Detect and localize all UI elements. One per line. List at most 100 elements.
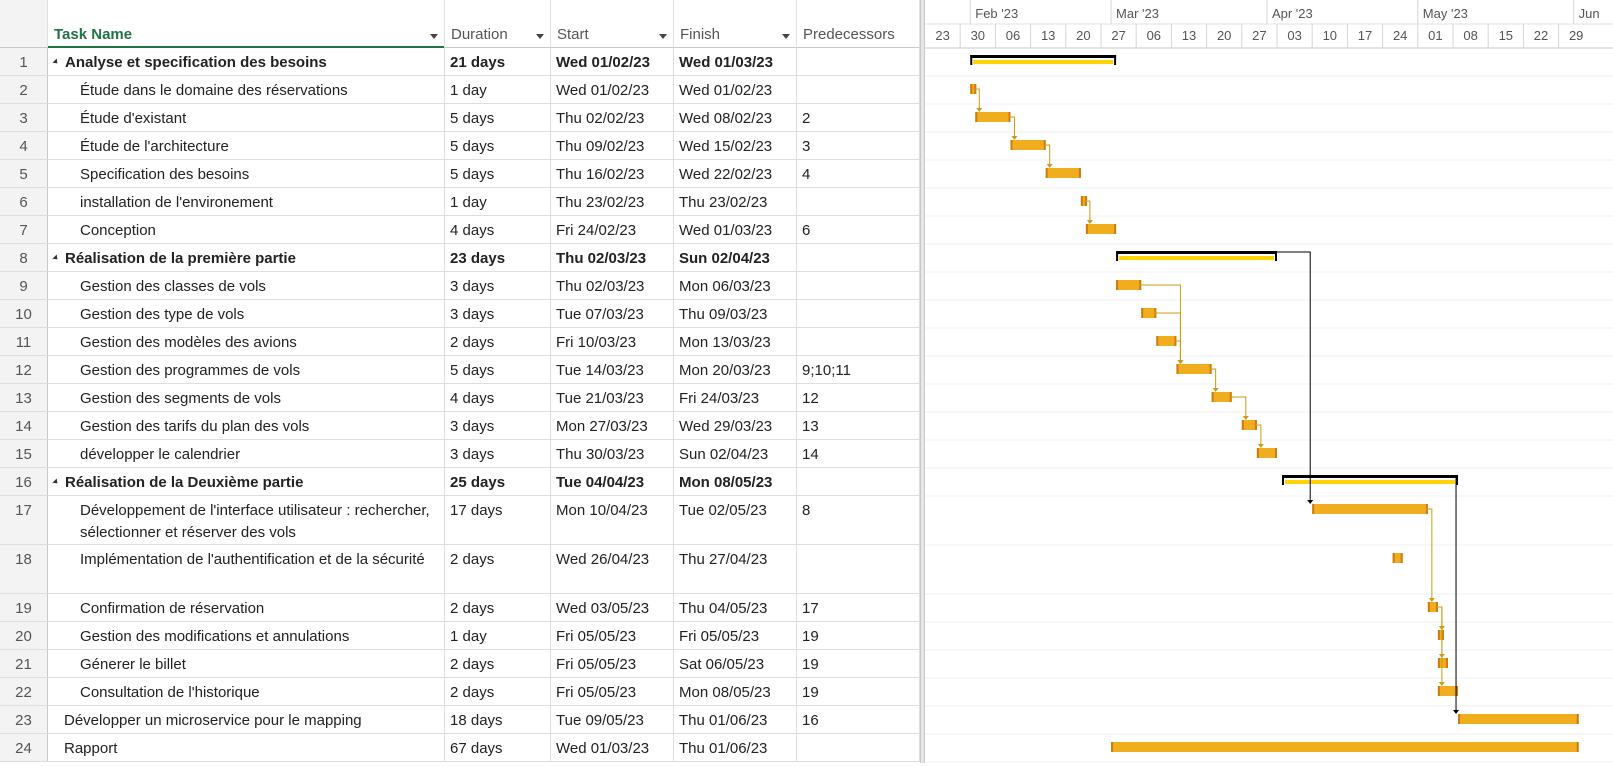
- column-header-duration[interactable]: Duration: [445, 0, 551, 48]
- task-row[interactable]: 22 Consultation de l'historique 2 days Fri …: [0, 678, 920, 706]
- task-row[interactable]: 9 Gestion des classes de vols 3 days Thu 02…: [0, 272, 920, 300]
- row-number[interactable]: 21: [0, 650, 48, 677]
- task-row[interactable]: 5 Specification des besoins 5 days Thu 16/0…: [0, 160, 920, 188]
- duration-cell[interactable]: 5 days: [445, 356, 551, 383]
- column-header-task-name[interactable]: Task Name: [48, 0, 445, 48]
- row-number[interactable]: 11: [0, 328, 48, 355]
- split-bar[interactable]: [920, 0, 925, 763]
- start-cell[interactable]: Fri 05/05/23: [551, 678, 674, 705]
- start-cell[interactable]: Thu 16/02/23: [551, 160, 674, 187]
- duration-cell[interactable]: 17 days: [445, 496, 551, 544]
- duration-cell[interactable]: 3 days: [445, 412, 551, 439]
- predecessors-cell[interactable]: 14: [797, 440, 920, 467]
- finish-cell[interactable]: Mon 08/05/23: [674, 678, 797, 705]
- task-row[interactable]: 16 Réalisation de la Deuxième partie 25 da…: [0, 468, 920, 496]
- filter-dropdown-icon[interactable]: [659, 34, 667, 39]
- column-header-finish[interactable]: Finish: [674, 0, 797, 48]
- start-cell[interactable]: Fri 10/03/23: [551, 328, 674, 355]
- finish-cell[interactable]: Wed 08/02/23: [674, 104, 797, 131]
- row-number[interactable]: 5: [0, 160, 48, 187]
- finish-cell[interactable]: Mon 06/03/23: [674, 272, 797, 299]
- column-header-predecessors[interactable]: Predecessors: [797, 0, 920, 48]
- duration-cell[interactable]: 1 day: [445, 622, 551, 649]
- predecessors-cell[interactable]: 19: [797, 622, 920, 649]
- duration-cell[interactable]: 2 days: [445, 678, 551, 705]
- task-name-cell[interactable]: Gestion des tarifs du plan des vols: [48, 412, 445, 439]
- filter-dropdown-icon[interactable]: [430, 34, 438, 39]
- finish-cell[interactable]: Mon 13/03/23: [674, 328, 797, 355]
- start-cell[interactable]: Wed 01/03/23: [551, 734, 674, 761]
- duration-cell[interactable]: 67 days: [445, 734, 551, 761]
- duration-cell[interactable]: 2 days: [445, 328, 551, 355]
- row-number[interactable]: 10: [0, 300, 48, 327]
- row-number[interactable]: 20: [0, 622, 48, 649]
- task-row[interactable]: 8 Réalisation de la première partie 23 day…: [0, 244, 920, 272]
- row-number[interactable]: 13: [0, 384, 48, 411]
- predecessors-cell[interactable]: 4: [797, 160, 920, 187]
- select-all-corner[interactable]: [0, 0, 48, 48]
- task-name-cell[interactable]: Analyse et specification des besoins: [48, 48, 445, 75]
- row-number[interactable]: 18: [0, 545, 48, 593]
- task-row[interactable]: 13 Gestion des segments de vols 4 days Tue …: [0, 384, 920, 412]
- task-name-cell[interactable]: Specification des besoins: [48, 160, 445, 187]
- duration-cell[interactable]: 5 days: [445, 132, 551, 159]
- finish-cell[interactable]: Fri 05/05/23: [674, 622, 797, 649]
- predecessors-cell[interactable]: 3: [797, 132, 920, 159]
- row-number[interactable]: 15: [0, 440, 48, 467]
- row-number[interactable]: 24: [0, 734, 48, 761]
- duration-cell[interactable]: 1 day: [445, 188, 551, 215]
- row-number[interactable]: 23: [0, 706, 48, 733]
- duration-cell[interactable]: 1 day: [445, 76, 551, 103]
- task-row[interactable]: 6 installation de l'environement 1 day Thu …: [0, 188, 920, 216]
- start-cell[interactable]: Mon 10/04/23: [551, 496, 674, 544]
- finish-cell[interactable]: Thu 04/05/23: [674, 594, 797, 621]
- collapse-triangle-icon[interactable]: [52, 477, 60, 486]
- predecessors-cell[interactable]: [797, 545, 920, 593]
- finish-cell[interactable]: Thu 23/02/23: [674, 188, 797, 215]
- task-name-cell[interactable]: Étude dans le domaine des réservations: [48, 76, 445, 103]
- predecessors-cell[interactable]: 9;10;11: [797, 356, 920, 383]
- duration-cell[interactable]: 5 days: [445, 160, 551, 187]
- collapse-triangle-icon[interactable]: [52, 57, 60, 66]
- task-name-cell[interactable]: Confirmation de réservation: [48, 594, 445, 621]
- start-cell[interactable]: Tue 04/04/23: [551, 468, 674, 495]
- task-name-cell[interactable]: Conception: [48, 216, 445, 243]
- predecessors-cell[interactable]: 19: [797, 678, 920, 705]
- task-row[interactable]: 4 Étude de l'architecture 5 days Thu 09/02…: [0, 132, 920, 160]
- task-name-cell[interactable]: Réalisation de la première partie: [48, 244, 445, 271]
- finish-cell[interactable]: Fri 24/03/23: [674, 384, 797, 411]
- collapse-triangle-icon[interactable]: [52, 253, 60, 262]
- finish-cell[interactable]: Mon 20/03/23: [674, 356, 797, 383]
- predecessors-cell[interactable]: 17: [797, 594, 920, 621]
- task-name-cell[interactable]: développer le calendrier: [48, 440, 445, 467]
- predecessors-cell[interactable]: [797, 48, 920, 75]
- row-number[interactable]: 14: [0, 412, 48, 439]
- start-cell[interactable]: Tue 09/05/23: [551, 706, 674, 733]
- task-row[interactable]: 12 Gestion des programmes de vols 5 days Tu…: [0, 356, 920, 384]
- duration-cell[interactable]: 3 days: [445, 440, 551, 467]
- start-cell[interactable]: Tue 21/03/23: [551, 384, 674, 411]
- row-number[interactable]: 1: [0, 48, 48, 75]
- task-row[interactable]: 7 Conception 4 days Fri 24/02/23 Wed 01/03/2…: [0, 216, 920, 244]
- row-number[interactable]: 3: [0, 104, 48, 131]
- finish-cell[interactable]: Wed 01/03/23: [674, 48, 797, 75]
- task-row[interactable]: 17 Développement de l'interface utilisate…: [0, 496, 920, 545]
- finish-cell[interactable]: Thu 01/06/23: [674, 734, 797, 761]
- start-cell[interactable]: Thu 09/02/23: [551, 132, 674, 159]
- task-row[interactable]: 1 Analyse et specification des besoins 21 …: [0, 48, 920, 76]
- start-cell[interactable]: Thu 23/02/23: [551, 188, 674, 215]
- predecessors-cell[interactable]: [797, 272, 920, 299]
- row-number[interactable]: 8: [0, 244, 48, 271]
- start-cell[interactable]: Mon 27/03/23: [551, 412, 674, 439]
- start-cell[interactable]: Wed 01/02/23: [551, 48, 674, 75]
- filter-dropdown-icon[interactable]: [782, 34, 790, 39]
- duration-cell[interactable]: 4 days: [445, 216, 551, 243]
- start-cell[interactable]: Wed 01/02/23: [551, 76, 674, 103]
- finish-cell[interactable]: Wed 01/03/23: [674, 216, 797, 243]
- predecessors-cell[interactable]: [797, 300, 920, 327]
- finish-cell[interactable]: Tue 02/05/23: [674, 496, 797, 544]
- task-name-cell[interactable]: Gestion des classes de vols: [48, 272, 445, 299]
- row-number[interactable]: 19: [0, 594, 48, 621]
- task-name-cell[interactable]: installation de l'environement: [48, 188, 445, 215]
- task-row[interactable]: 21 Génerer le billet 2 days Fri 05/05/23 Sat…: [0, 650, 920, 678]
